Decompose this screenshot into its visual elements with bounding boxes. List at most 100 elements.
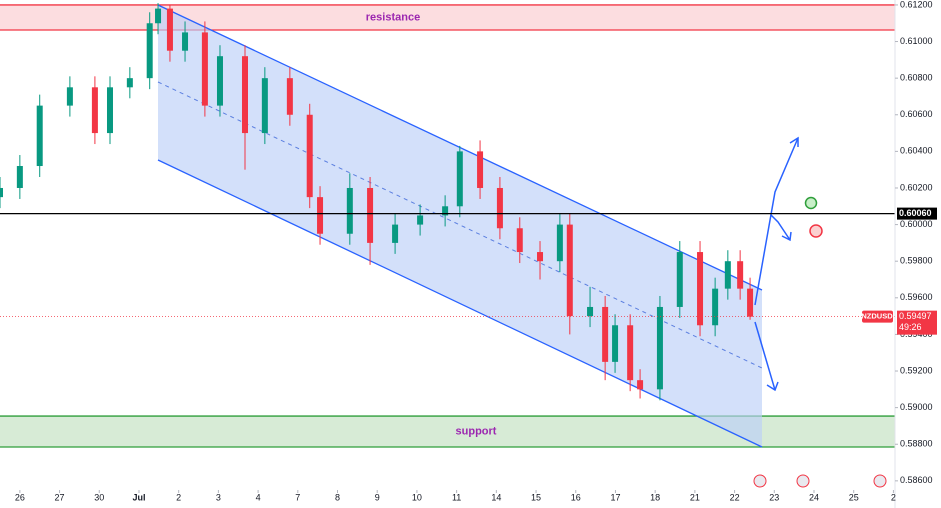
candle-body bbox=[91, 87, 98, 134]
x-tick-label: 10 bbox=[412, 492, 422, 502]
level-label: 0.60060 bbox=[899, 208, 932, 218]
x-tick-label: Jul bbox=[132, 492, 145, 502]
x-tick-label: 17 bbox=[610, 492, 620, 502]
symbol-label: NZDUSD bbox=[861, 312, 893, 321]
candle-body bbox=[627, 325, 634, 381]
candle-body bbox=[747, 288, 754, 317]
x-tick-label: 2 bbox=[891, 492, 896, 502]
channel bbox=[157, 4, 763, 448]
candle-body bbox=[516, 228, 523, 253]
x-tick-label: 22 bbox=[730, 492, 740, 502]
candle-body bbox=[392, 224, 399, 243]
candle-body bbox=[36, 105, 43, 167]
candle-body bbox=[126, 78, 133, 88]
x-tick-label: 8 bbox=[335, 492, 340, 502]
y-tick-label: 0.58600 bbox=[900, 475, 933, 485]
x-tick-label: 24 bbox=[809, 492, 819, 502]
y-tick-label: 0.59600 bbox=[900, 292, 933, 302]
candle-body bbox=[477, 151, 484, 188]
y-tick-label: 0.58800 bbox=[900, 439, 933, 449]
y-tick-label: 0.60400 bbox=[900, 146, 933, 156]
x-tick-label: 4 bbox=[256, 492, 261, 502]
candle-body bbox=[182, 32, 189, 51]
candle-body bbox=[201, 32, 208, 106]
x-tick-label: 27 bbox=[55, 492, 65, 502]
candle-body bbox=[306, 114, 313, 198]
x-tick-label: 21 bbox=[690, 492, 700, 502]
candle-body bbox=[442, 206, 449, 216]
zone-label: support bbox=[456, 425, 497, 437]
buy-marker bbox=[804, 196, 818, 210]
candle-body bbox=[566, 224, 573, 317]
up-arrowhead bbox=[789, 136, 799, 147]
candle-body bbox=[166, 8, 173, 51]
candle-body bbox=[417, 215, 424, 225]
event-icon[interactable] bbox=[873, 474, 887, 488]
x-tick-label: 2 bbox=[176, 492, 181, 502]
channel-fill bbox=[158, 5, 762, 447]
y-tick-label: 0.59000 bbox=[900, 402, 933, 412]
candle-body bbox=[556, 224, 563, 262]
y-tick-label: 0.59200 bbox=[900, 365, 933, 375]
y-tick-label: 0.61200 bbox=[900, 0, 933, 9]
x-tick-label: 16 bbox=[571, 492, 581, 502]
x-tick-label: 11 bbox=[452, 492, 461, 502]
zone bbox=[0, 4, 895, 31]
last-price-label: 0.59497 bbox=[899, 311, 932, 321]
x-tick-label: 18 bbox=[650, 492, 660, 502]
event-icon[interactable] bbox=[796, 474, 810, 488]
y-tick-label: 0.60600 bbox=[900, 109, 933, 119]
x-tick-label: 23 bbox=[769, 492, 779, 502]
x-tick-label: 30 bbox=[94, 492, 104, 502]
candle-body bbox=[637, 380, 644, 390]
y-tick-label: 0.59800 bbox=[900, 256, 933, 266]
candle-body bbox=[66, 87, 73, 106]
event-icons bbox=[753, 474, 887, 488]
candle-body bbox=[612, 325, 619, 362]
candle-body bbox=[697, 252, 704, 326]
candle-body bbox=[712, 288, 719, 326]
candle-body bbox=[241, 56, 248, 134]
x-tick-label: 26 bbox=[15, 492, 25, 502]
candle-body bbox=[146, 23, 153, 79]
plot bbox=[0, 3, 754, 401]
projection bbox=[754, 136, 823, 392]
candle-body bbox=[106, 87, 113, 134]
candle-body bbox=[602, 306, 609, 362]
y-tick-label: 0.60200 bbox=[900, 182, 933, 192]
x-tick-label: 3 bbox=[216, 492, 221, 502]
up-path bbox=[754, 137, 799, 306]
dip-arrowhead bbox=[781, 231, 792, 242]
zone-label: resistance bbox=[366, 11, 420, 23]
down-arrowhead bbox=[766, 381, 779, 392]
down-path bbox=[754, 321, 776, 391]
x-tick-label: 15 bbox=[531, 492, 541, 502]
candle-body bbox=[587, 306, 594, 317]
event-icon[interactable] bbox=[753, 474, 767, 488]
x-tick-label: 9 bbox=[375, 492, 380, 502]
candle-body bbox=[676, 252, 683, 307]
candle-body bbox=[16, 166, 23, 188]
symbol-box bbox=[862, 310, 893, 323]
candle-body bbox=[261, 78, 268, 134]
level-label-box bbox=[897, 207, 937, 220]
x-tick-label: 7 bbox=[295, 492, 300, 502]
last-price-box bbox=[897, 310, 937, 335]
candle-body bbox=[724, 261, 731, 289]
candle-body bbox=[656, 306, 663, 390]
x-tick-label: 14 bbox=[491, 492, 501, 502]
candle-body bbox=[737, 261, 744, 289]
candle-body bbox=[496, 187, 503, 229]
candle-body bbox=[286, 78, 293, 115]
y-tick-label: 0.61000 bbox=[900, 36, 933, 46]
candle-body bbox=[537, 252, 544, 262]
candle-body bbox=[317, 197, 324, 234]
dip-path bbox=[770, 214, 791, 241]
x-tick-label: 25 bbox=[849, 492, 859, 502]
countdown-label: 49:26 bbox=[899, 322, 922, 332]
candle-body bbox=[216, 56, 223, 106]
candle-body bbox=[456, 151, 463, 207]
candle-body bbox=[346, 187, 353, 234]
